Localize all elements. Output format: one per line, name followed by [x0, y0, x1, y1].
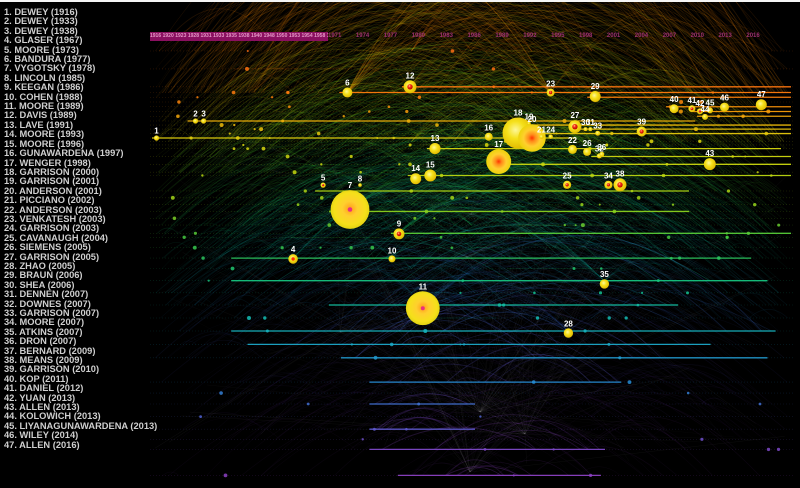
- svg-text:18: 18: [514, 109, 523, 118]
- svg-text:7: 7: [348, 181, 353, 190]
- svg-text:13: 13: [431, 134, 440, 143]
- svg-text:36: 36: [597, 143, 606, 152]
- svg-text:34: 34: [604, 172, 613, 181]
- svg-text:26: 26: [583, 139, 592, 148]
- svg-text:21: 21: [537, 126, 546, 135]
- svg-text:2: 2: [193, 109, 198, 118]
- svg-text:15: 15: [426, 161, 435, 170]
- svg-text:9: 9: [397, 219, 402, 228]
- svg-text:45: 45: [706, 98, 715, 107]
- svg-text:23: 23: [546, 80, 555, 89]
- svg-text:24: 24: [546, 126, 555, 135]
- svg-text:47: 47: [757, 90, 766, 99]
- svg-text:22: 22: [568, 136, 577, 145]
- svg-text:12: 12: [406, 71, 415, 80]
- svg-text:39: 39: [637, 118, 646, 127]
- svg-text:35: 35: [600, 270, 609, 279]
- svg-text:3: 3: [201, 109, 206, 118]
- svg-text:8: 8: [358, 174, 363, 183]
- svg-text:27: 27: [570, 111, 579, 120]
- svg-text:5: 5: [321, 174, 326, 183]
- svg-text:33: 33: [593, 122, 602, 131]
- svg-text:10: 10: [388, 246, 397, 255]
- svg-text:29: 29: [591, 82, 600, 91]
- svg-text:46: 46: [720, 94, 729, 103]
- svg-text:11: 11: [419, 282, 428, 291]
- svg-text:38: 38: [616, 169, 625, 178]
- svg-text:20: 20: [528, 115, 537, 124]
- svg-text:43: 43: [705, 149, 714, 158]
- svg-text:17: 17: [494, 140, 503, 149]
- svg-text:28: 28: [564, 319, 573, 328]
- svg-text:6: 6: [345, 79, 350, 88]
- svg-text:16: 16: [484, 124, 493, 133]
- svg-text:25: 25: [563, 172, 572, 181]
- svg-text:14: 14: [411, 164, 420, 173]
- svg-text:40: 40: [670, 95, 679, 104]
- svg-text:4: 4: [291, 245, 296, 254]
